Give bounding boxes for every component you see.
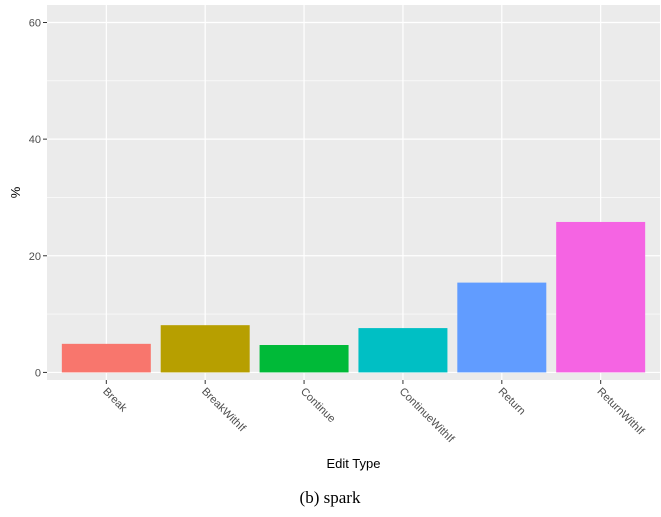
bar-breakwithif <box>160 325 250 373</box>
x-axis: Break BreakWithIf Continue ContinueWithIf Re… <box>100 380 647 446</box>
bar-returnwithif <box>556 221 646 373</box>
y-tick-label: 20 <box>29 251 41 263</box>
x-axis-title: Edit Type <box>327 456 381 471</box>
y-axis: 0 20 40 60 <box>29 17 47 379</box>
x-tick-label: ReturnWithIf <box>595 386 647 438</box>
bar-return <box>457 282 547 373</box>
y-tick-label: 40 <box>29 134 41 146</box>
figure-caption: (b) spark <box>300 488 361 507</box>
y-axis-title: % <box>8 186 23 198</box>
x-tick-label: ContinueWithIf <box>397 386 457 446</box>
bar-continue <box>259 345 349 373</box>
y-tick-label: 0 <box>35 367 41 379</box>
x-tick-label: BreakWithIf <box>199 386 248 435</box>
y-tick-label: 60 <box>29 17 41 29</box>
bars <box>61 221 646 373</box>
bar-break <box>61 343 151 373</box>
x-tick-label: Return <box>496 386 528 418</box>
x-tick-label: Break <box>100 386 129 415</box>
x-tick-label: Continue <box>298 386 338 426</box>
bar-continuewithif <box>358 328 448 373</box>
